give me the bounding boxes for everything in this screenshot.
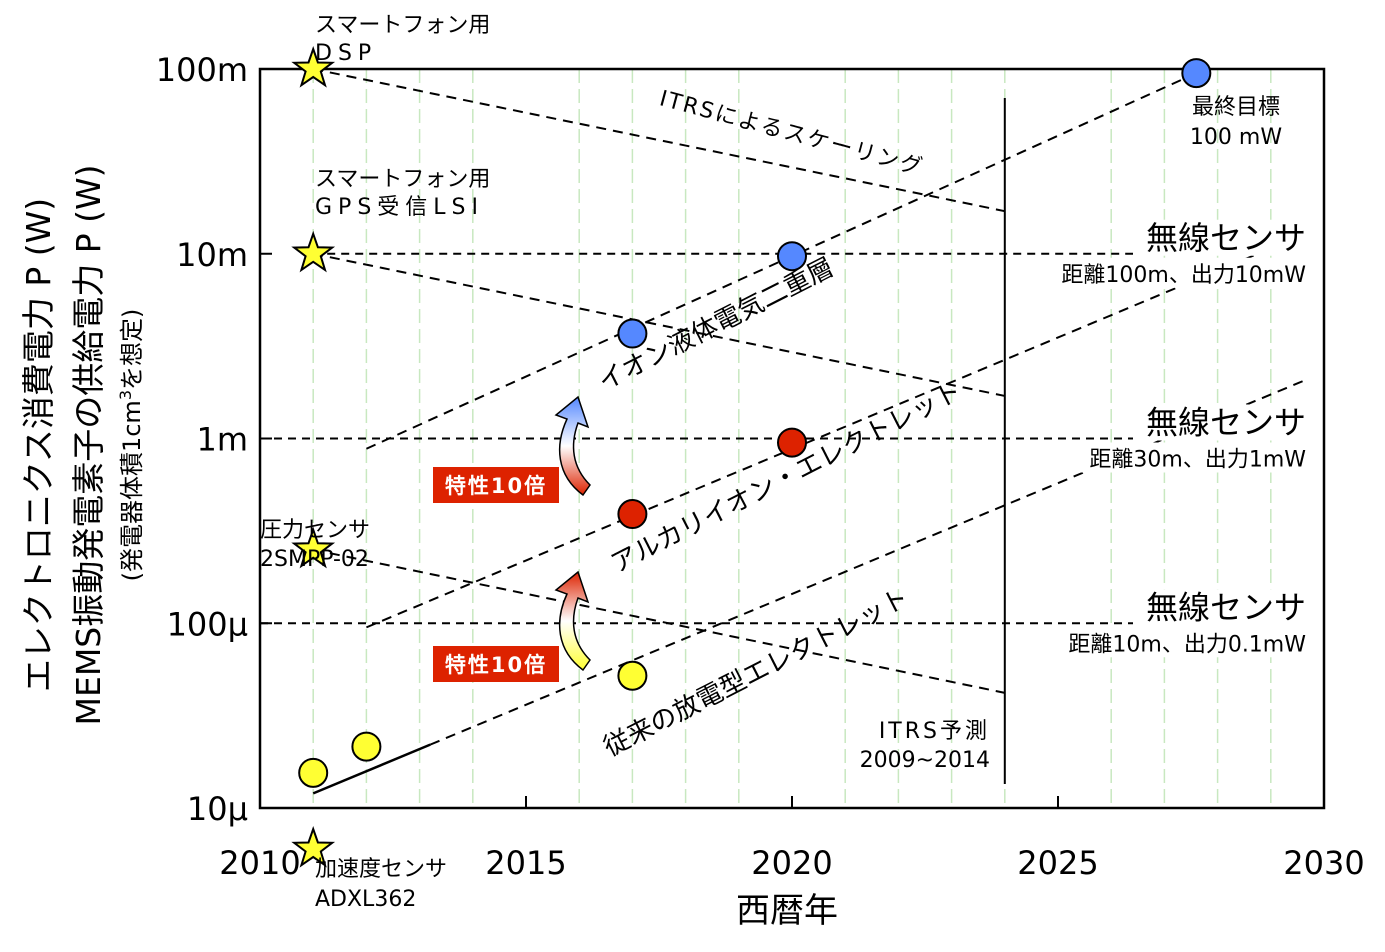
y-axis-title-1: エレクトロニクス消費電力 P (W) (19, 198, 58, 692)
goal-label-2: 100 mW (1190, 125, 1282, 150)
device-star-3 (291, 825, 336, 868)
improvement-arrow-upper (554, 395, 591, 497)
improvement-arrow-lower (554, 570, 591, 672)
device-label-1-line1: スマートフォン用 (315, 167, 490, 192)
sensor-detail-2: 距離10m、出力0.1mW (1068, 632, 1306, 657)
y-tick-label-10μ: 10μ (187, 790, 248, 828)
sensor-title-0: 無線センサ (1146, 219, 1306, 257)
y-tick-label-100μ: 100μ (167, 605, 248, 643)
sensor-detail-1: 距離30m、出力1mW (1089, 448, 1306, 473)
device-label-3-line1: 加速度センサ (315, 857, 447, 882)
device-label-1-line2: GPS受信LSI (315, 195, 484, 220)
tenfold-label-1: 特性10倍 (445, 653, 547, 677)
y-axis-title-2: MEMS振動発電素子の供給電力 P (W) (69, 165, 108, 726)
sensor-title-bg-2 (1133, 589, 1311, 626)
series-2-point-2 (1181, 58, 1212, 89)
device-label-3-line2: ADXL362 (315, 887, 416, 912)
x-axis-title: 西暦年 (736, 891, 838, 931)
itrs-scaling-line-1 (312, 252, 1006, 397)
sensor-detail-0: 距離100m、出力10mW (1061, 263, 1306, 288)
device-label-2-line2: 2SMPP-02 (260, 547, 369, 572)
device-label-0-line1: スマートフォン用 (315, 13, 490, 38)
sensor-detail-bg-2 (1020, 627, 1312, 658)
series-trend-solid-0 (312, 743, 431, 795)
series-2-point-1 (777, 241, 807, 272)
goal-label-1: 最終目標 (1192, 95, 1280, 120)
sensor-title-1: 無線センサ (1146, 404, 1306, 442)
tenfold-box-1 (433, 646, 559, 682)
sensor-title-2: 無線センサ (1146, 588, 1306, 626)
y-tick-label-100m: 100m (156, 51, 248, 89)
series-1-point-1 (777, 427, 807, 458)
y-tick-label-10m: 10m (176, 236, 248, 274)
device-label-0-line2: DSP (315, 41, 377, 66)
x-tick-label-2030: 2030 (1283, 844, 1364, 882)
y-tick-label-1m: 1m (196, 421, 248, 459)
series-0-point-1 (351, 731, 382, 762)
series-1-point-0 (617, 499, 648, 530)
data-points (291, 45, 1212, 868)
axes: 2010 2015 2020 2025 2030 10μ 100μ 1m 10m 100m (156, 51, 1365, 882)
series-0-point-0 (298, 757, 329, 788)
sensor-detail-bg-0 (1020, 257, 1312, 288)
device-star-2 (291, 526, 336, 569)
itrs-scaling-label: ITRSによるスケーリング (657, 86, 927, 181)
itrs-forecast-label-2: 2009~2014 (860, 748, 990, 773)
tenfold-label-0: 特性10倍 (445, 474, 547, 498)
tenfold-box-0 (433, 467, 559, 503)
x-tick-label-2010: 2010 (219, 844, 300, 882)
x-tick-label-2015: 2015 (485, 844, 566, 882)
sensor-title-bg-1 (1133, 404, 1311, 441)
series-label-1: アルカリイオン・エレクトレット (606, 376, 966, 579)
series-0-point-2 (617, 660, 648, 691)
y-axis-title-3: (発電器体積1cm3を想定) (116, 309, 146, 582)
sensor-title-bg-0 (1133, 219, 1311, 256)
itrs-scaling-line-2 (312, 548, 1006, 694)
device-label-2-line1: 圧力センサ (260, 518, 370, 543)
sensor-detail-bg-1 (1020, 442, 1312, 473)
device-star-1 (291, 230, 336, 273)
device-star-0 (291, 45, 336, 88)
x-tick-label-2025: 2025 (1017, 844, 1098, 882)
annotations: スマートフォン用 DSP スマートフォン用 GPS受信LSI 圧力センサ 2SMPP-02… (260, 13, 1312, 912)
series-trend-line-1 (366, 231, 1309, 629)
itrs-forecast-label-1: ITRS予測 (879, 719, 990, 744)
series-2-point-0 (617, 318, 648, 349)
series-trend-line-0 (429, 378, 1309, 746)
x-tick-label-2020: 2020 (751, 844, 832, 882)
